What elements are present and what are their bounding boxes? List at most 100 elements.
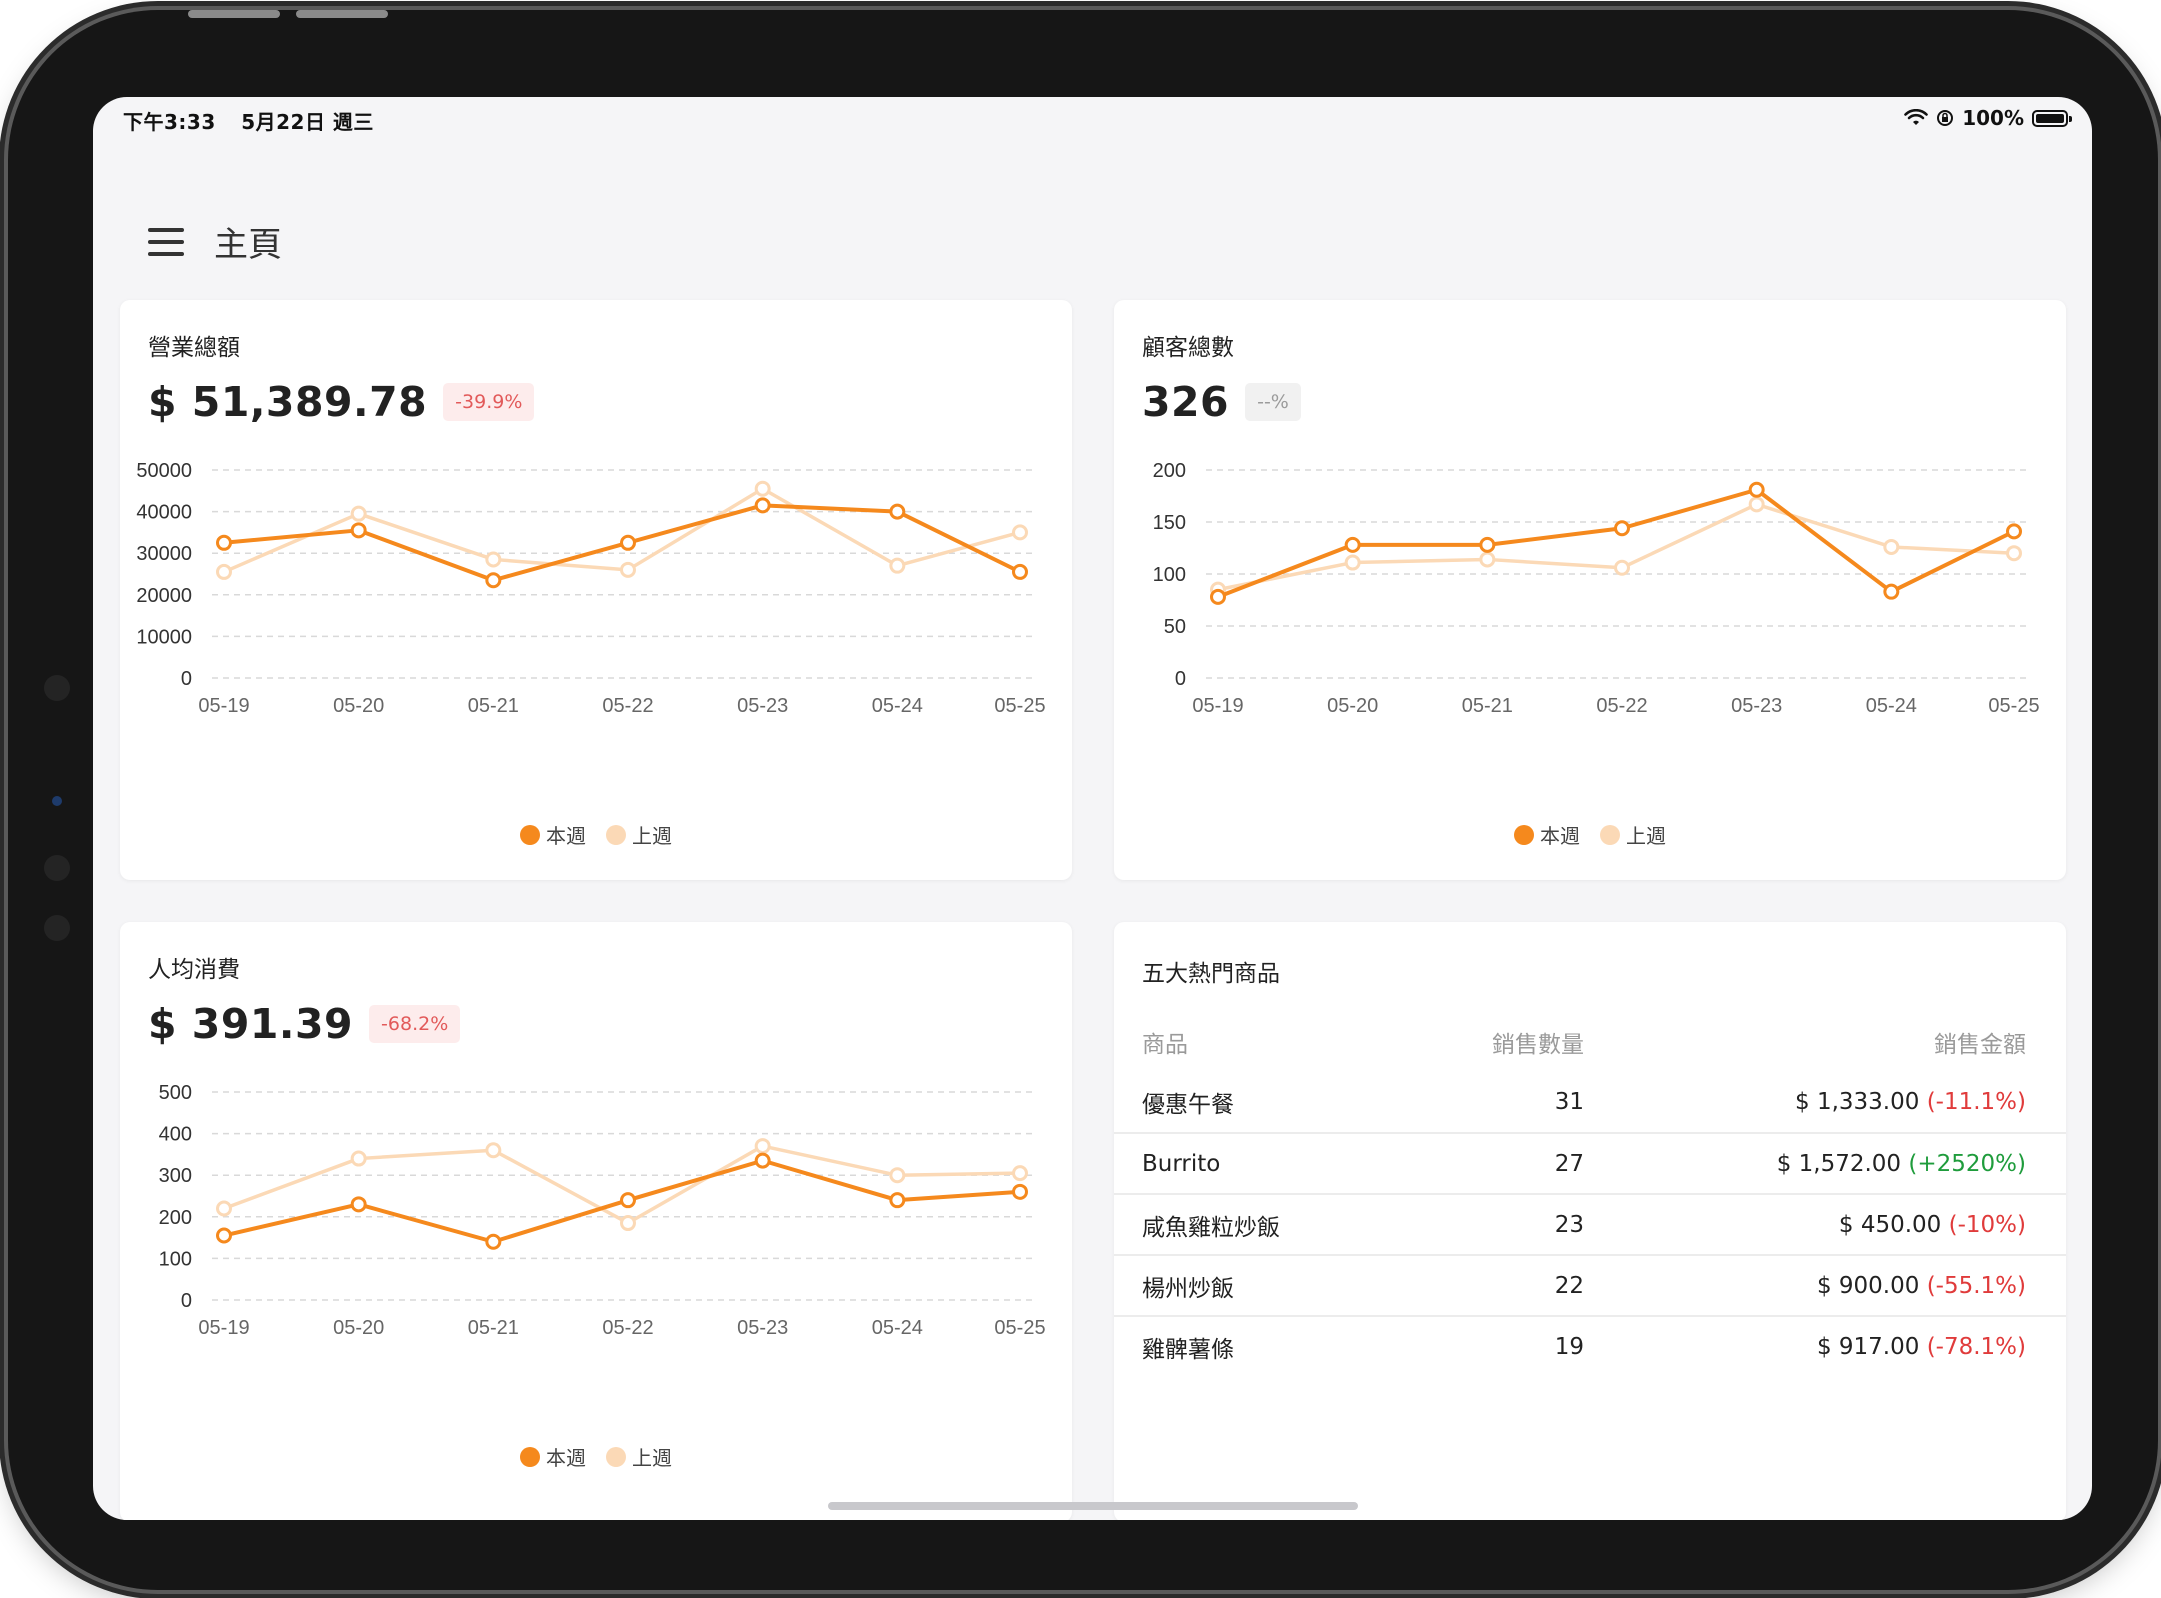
series-last-week-point <box>1614 559 1630 576</box>
product-change: (+2520%) <box>1908 1150 2026 1177</box>
series-last-week-point <box>216 1200 232 1217</box>
product-qty: 27 <box>1414 1133 1584 1195</box>
app-header: 主頁 <box>148 217 282 266</box>
product-amount: $ 900.00 <box>1816 1272 1920 1299</box>
product-amount-cell: $ 450.00 (-10%) <box>1584 1194 2066 1256</box>
y-tick-label: 500 <box>159 1082 192 1104</box>
series-last-week-point <box>1012 524 1028 541</box>
product-change: (-11.1%) <box>1926 1089 2026 1115</box>
series-this-week-point <box>889 503 906 520</box>
x-tick-label: 05-25 <box>994 1317 1045 1339</box>
y-tick-label: 100 <box>159 1248 192 1270</box>
battery-percent: 100% <box>1962 106 2024 130</box>
product-amount: $ 917.00 <box>1816 1334 1920 1360</box>
x-tick-label: 05-23 <box>737 695 788 717</box>
table-row[interactable]: Burrito 27 $ 1,572.00 (+2520%) <box>1114 1133 2066 1195</box>
avg-spend-card: 人均消費 $ 391.39 -68.2% 0 100 200 300 400 500 05-… <box>120 922 1072 1520</box>
product-change: (-78.1%) <box>1926 1334 2026 1360</box>
revenue-value: $ 51,389.78 <box>148 378 428 426</box>
series-last-week-point <box>754 1138 771 1155</box>
customers-card: 顧客總數 326 --% 0 50 100 150 200 05-19 05-20 05-21… <box>1114 300 2066 880</box>
series-last-week-point <box>1344 554 1361 571</box>
series-this-week-point <box>889 1192 906 1209</box>
series-this-week-point <box>216 1227 232 1244</box>
change-badge: -39.9% <box>443 383 535 421</box>
legend-dot <box>606 824 626 845</box>
series-last-week-point <box>350 505 367 522</box>
page-title: 主頁 <box>214 225 282 265</box>
column-header-qty: 銷售數量 <box>1492 1032 1584 1058</box>
series-this-week-point <box>754 1152 771 1169</box>
series-last-week-point <box>485 551 502 568</box>
battery-icon <box>2032 109 2072 127</box>
product-qty: 31 <box>1414 1072 1584 1134</box>
y-tick-label: 50000 <box>136 460 192 482</box>
product-amount-cell: $ 900.00 (-55.1%) <box>1584 1255 2066 1317</box>
y-tick-label: 10000 <box>136 626 192 648</box>
customers-value: 326 <box>1142 378 1230 426</box>
legend-this-week[interactable]: 本週 <box>520 1442 586 1471</box>
legend-this-week[interactable]: 本週 <box>1514 820 1580 849</box>
x-tick-label: 05-20 <box>1327 695 1378 717</box>
y-tick-label: 30000 <box>136 543 192 565</box>
card-title: 顧客總數 <box>1142 335 1234 361</box>
customers-chart: 0 50 100 150 200 05-19 05-20 05-21 05-22 05-23 05-… <box>1153 460 2040 717</box>
table-row[interactable]: 雞髀薯條 19 $ 917.00 (-78.1%) <box>1114 1316 2066 1377</box>
series-this-week-point <box>1748 481 1765 498</box>
product-amount: $ 1,572.00 <box>1776 1150 1902 1177</box>
x-tick-label: 05-22 <box>602 695 653 717</box>
wifi-icon <box>1904 109 1929 125</box>
status-bar: 下午3:33 5月22日 週三 100% <box>93 97 2092 143</box>
series-last-week-point <box>889 1167 906 1184</box>
series-this-week-point <box>1210 588 1226 605</box>
chart-legend: 本週 上週 <box>120 820 1072 849</box>
avg-spend-chart: 0 100 200 300 400 500 05-19 05-20 05-21 05-22 05-2… <box>159 1082 1046 1339</box>
series-this-week-point <box>1479 536 1496 553</box>
series-last-week-point <box>889 557 906 574</box>
rotation-lock-icon <box>1937 110 1954 126</box>
legend-this-week[interactable]: 本週 <box>520 820 586 849</box>
x-tick-label: 05-22 <box>602 1317 653 1339</box>
x-tick-label: 05-23 <box>737 1317 788 1339</box>
series-this-week-point <box>1614 520 1630 537</box>
table-row[interactable]: 楊州炒飯 22 $ 900.00 (-55.1%) <box>1114 1255 2066 1317</box>
series-last-week-point <box>1012 1165 1028 1182</box>
legend-label: 本週 <box>1540 824 1580 848</box>
column-header-amount: 銷售金額 <box>1934 1032 2026 1058</box>
status-date: 5月22日 週三 <box>241 110 374 134</box>
product-qty: 19 <box>1554 1334 1584 1360</box>
legend-last-week[interactable]: 上週 <box>606 1442 672 1471</box>
product-name: 咸魚雞粒炒飯 <box>1114 1194 1414 1256</box>
x-tick-label: 05-24 <box>1866 695 1917 717</box>
x-tick-label: 05-20 <box>333 1317 384 1339</box>
series-last-week-point <box>2006 545 2022 562</box>
card-title: 人均消費 <box>148 957 240 983</box>
series-last-week-point <box>216 563 232 580</box>
x-tick-label: 05-21 <box>1462 695 1513 717</box>
table-row[interactable]: 優惠午餐 31 $ 1,333.00 (-11.1%) <box>1114 1072 2066 1134</box>
legend-dot <box>606 1446 626 1467</box>
legend-last-week[interactable]: 上週 <box>606 820 672 849</box>
series-this-week-point <box>485 1233 502 1250</box>
legend-label: 上週 <box>632 1446 672 1470</box>
menu-icon[interactable] <box>148 227 184 256</box>
y-tick-label: 0 <box>1175 668 1186 690</box>
product-amount-cell: $ 1,572.00 (+2520%) <box>1584 1133 2066 1195</box>
x-tick-label: 05-19 <box>198 695 249 717</box>
legend-label: 上週 <box>632 824 672 848</box>
x-tick-label: 05-19 <box>198 1317 249 1339</box>
top-products-card: 五大熱門商品 商品 銷售數量 銷售金額 優惠午餐 31 $ 1,333.00 (-1… <box>1114 922 2066 1520</box>
chart-legend: 本週 上週 <box>1114 820 2066 849</box>
home-indicator[interactable] <box>828 1502 1358 1510</box>
product-qty: 22 <box>1414 1255 1584 1317</box>
app-screen: 下午3:33 5月22日 週三 100% 主頁 <box>93 97 2092 1520</box>
card-title: 營業總額 <box>148 335 240 361</box>
series-this-week-point <box>2006 523 2022 540</box>
y-tick-label: 200 <box>159 1207 192 1229</box>
table-row[interactable]: 咸魚雞粒炒飯 23 $ 450.00 (-10%) <box>1114 1194 2066 1256</box>
product-amount-cell: $ 1,333.00 (-11.1%) <box>1584 1072 2066 1134</box>
legend-last-week[interactable]: 上週 <box>1600 820 1666 849</box>
change-badge: --% <box>1245 383 1301 421</box>
series-this-week-point <box>1012 1183 1028 1200</box>
product-name: 楊州炒飯 <box>1114 1255 1414 1317</box>
